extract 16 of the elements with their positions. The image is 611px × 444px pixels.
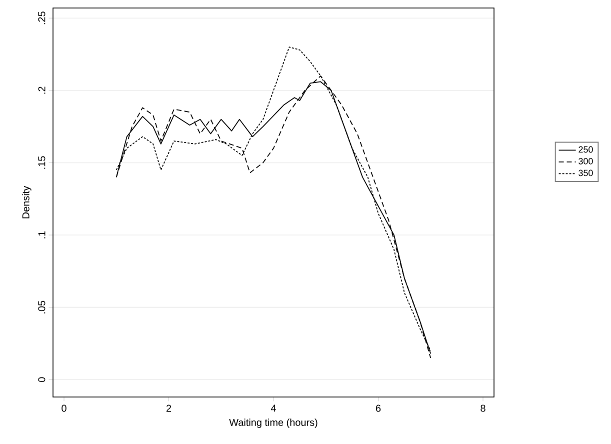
y-tick-label: .25 bbox=[38, 12, 46, 24]
y-tick-label: .2 bbox=[38, 86, 46, 94]
legend-label: 350 bbox=[578, 170, 593, 176]
y-tick-label: 0 bbox=[38, 377, 46, 382]
y-tick-label: .15 bbox=[38, 156, 46, 169]
x-tick-label: 8 bbox=[480, 404, 486, 412]
x-tick-label: 4 bbox=[270, 404, 276, 412]
y-tick-label: .05 bbox=[38, 300, 46, 314]
x-tick-label: 6 bbox=[376, 404, 381, 412]
x-tick-label: 2 bbox=[166, 404, 172, 412]
y-axis-title: Density bbox=[22, 186, 32, 218]
y-tick-label: .1 bbox=[38, 231, 46, 238]
legend-label: 250 bbox=[578, 146, 593, 153]
legend-label: 300 bbox=[578, 158, 593, 164]
x-axis-title: Waiting time (hours) bbox=[229, 418, 318, 428]
x-tick-label: 0 bbox=[62, 404, 66, 412]
